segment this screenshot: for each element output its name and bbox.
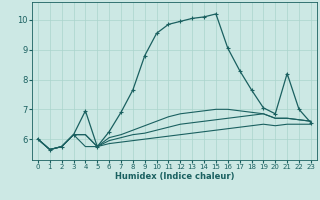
X-axis label: Humidex (Indice chaleur): Humidex (Indice chaleur) (115, 172, 234, 181)
